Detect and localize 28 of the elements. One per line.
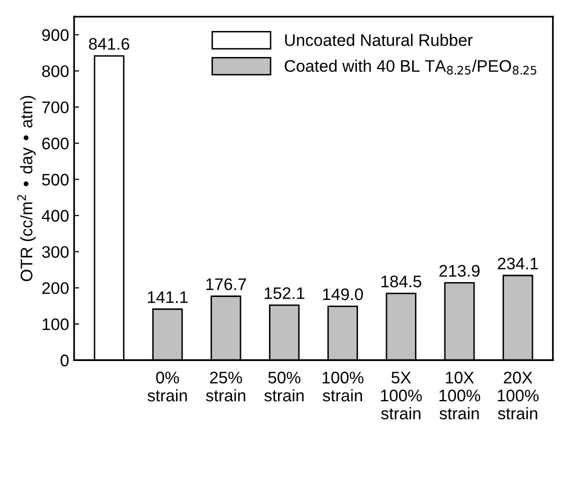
legend-label: Uncoated Natural Rubber bbox=[285, 34, 473, 46]
data-label: 213.9 bbox=[439, 264, 480, 277]
x-tick-label: 10X 100% strain bbox=[439, 372, 480, 420]
y-tick-label: 700 bbox=[42, 101, 69, 114]
x-tick-label: 100% strain bbox=[322, 372, 364, 402]
x-tick-label: 50% strain bbox=[264, 372, 304, 402]
x-tick-label: 0% strain bbox=[148, 372, 187, 402]
y-tick-label: 200 bbox=[42, 282, 69, 294]
y-tick-label: 900 bbox=[42, 29, 69, 41]
data-label: 176.7 bbox=[206, 278, 246, 290]
x-tick-label: 25% strain bbox=[206, 372, 246, 402]
x-tick-label: 5X 100% strain bbox=[381, 372, 422, 420]
data-label: 152.1 bbox=[264, 287, 304, 300]
data-label: 184.5 bbox=[382, 276, 422, 288]
y-axis-title: OTR (cc/m$^{2}$ • day • atm) bbox=[17, 96, 36, 282]
data-label: 841.6 bbox=[89, 38, 130, 50]
y-tick-label: 500 bbox=[42, 174, 69, 186]
y-tick-label: 300 bbox=[42, 246, 69, 258]
data-label: 149.0 bbox=[323, 288, 363, 300]
y-tick-label: 600 bbox=[42, 138, 69, 150]
x-tick-label: 20X 100% strain bbox=[498, 372, 539, 420]
legend-label: Coated with 40 BL TA$_{8.25}$/PEO$_{8.25}$ bbox=[284, 60, 536, 75]
y-tick-label: 0 bbox=[60, 354, 69, 366]
y-tick-label: 800 bbox=[42, 65, 69, 78]
data-label: 141.1 bbox=[148, 291, 188, 303]
y-tick-label: 100 bbox=[42, 318, 69, 330]
data-label: 234.1 bbox=[498, 258, 538, 270]
y-tick-label: 400 bbox=[42, 210, 69, 222]
